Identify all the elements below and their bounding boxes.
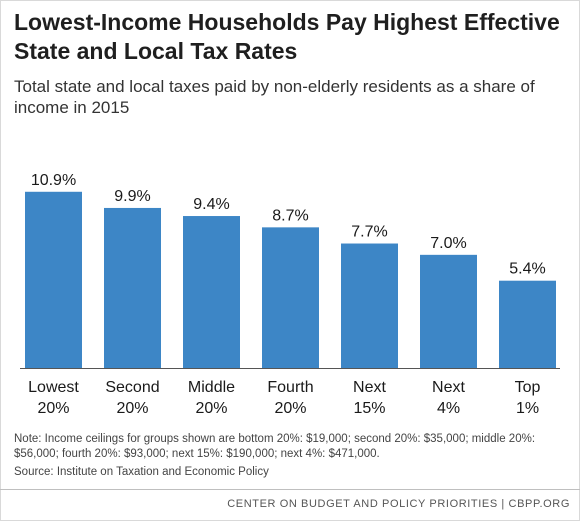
bar-chart: 10.9% Lowest 20% 9.9% Second 20% 9.4% Middle 20%…	[20, 172, 560, 417]
bar-4	[341, 243, 398, 368]
category-label-6-line-0: Top	[515, 379, 541, 396]
category-label-5-line-0: Next	[432, 379, 465, 396]
bar-5	[420, 254, 477, 368]
category-label-1-line-1: 20%	[116, 400, 148, 417]
bar-2	[183, 216, 240, 368]
category-label-4-line-1: 15%	[353, 400, 385, 417]
category-label-3-line-1: 20%	[274, 400, 306, 417]
category-label-1-line-0: Second	[105, 379, 159, 396]
category-label-0-line-0: Lowest	[28, 379, 79, 396]
chart-note: Note: Income ceilings for groups shown a…	[14, 433, 536, 460]
value-label-1: 9.9%	[114, 188, 150, 205]
footer-credit: CENTER ON BUDGET AND POLICY PRIORITIES |…	[227, 498, 570, 510]
bar-0	[25, 191, 82, 368]
category-label-3-line-0: Fourth	[267, 379, 313, 396]
value-label-2: 9.4%	[193, 196, 229, 213]
category-label-6-line-1: 1%	[516, 400, 539, 417]
value-label-3: 8.7%	[272, 207, 308, 224]
footer-divider	[0, 489, 580, 490]
category-label-2-line-1: 20%	[195, 400, 227, 417]
value-label-5: 7.0%	[430, 235, 466, 252]
value-label-0: 10.9%	[31, 172, 76, 189]
category-label-2-line-0: Middle	[188, 379, 235, 396]
chart-subtitle: Total state and local taxes paid by non-…	[14, 77, 535, 117]
category-label-5-line-1: 4%	[437, 400, 460, 417]
value-label-4: 7.7%	[351, 224, 387, 241]
category-label-4-line-0: Next	[353, 379, 386, 396]
bar-1	[104, 207, 161, 368]
category-label-0-line-1: 20%	[37, 400, 69, 417]
value-label-6: 5.4%	[509, 261, 545, 278]
chart-title: Lowest-Income Households Pay Highest Eff…	[14, 9, 560, 64]
chart-source: Source: Institute on Taxation and Econom…	[14, 466, 269, 478]
bar-3	[262, 227, 319, 368]
bar-6	[499, 280, 556, 368]
